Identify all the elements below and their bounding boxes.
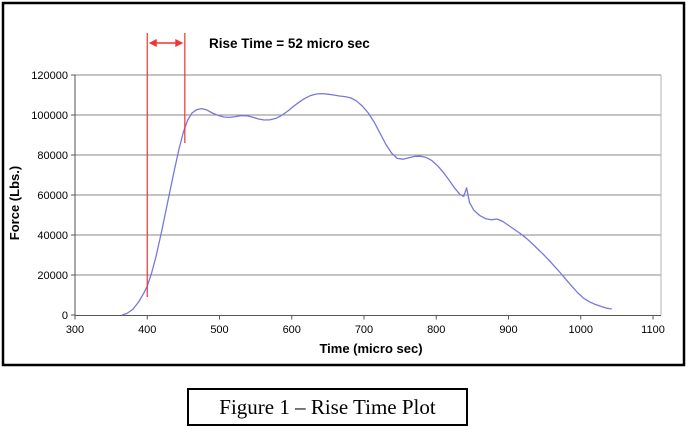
force-curve-line	[121, 92, 612, 316]
rise-arrow-right-head	[175, 39, 184, 47]
x-axis-title: Time (micro sec)	[319, 341, 422, 356]
rise-time-annotation: Rise Time = 52 micro sec	[209, 36, 370, 51]
x-tick-label: 300	[66, 324, 84, 336]
y-axis-title: Force (Lbs.)	[7, 166, 22, 240]
y-tick-label: 40000	[37, 230, 68, 242]
rise-time-chart: 300 400 500 600 700 800 900 1000 1100 0 20000 40000…	[1, 1, 686, 367]
x-tick-label: 500	[210, 324, 228, 336]
x-tick-label: 700	[355, 324, 373, 336]
gridlines	[75, 74, 662, 316]
x-tick-label: 400	[138, 324, 156, 336]
rise-time-markers	[146, 33, 186, 297]
y-tick-label: 20000	[37, 270, 68, 282]
chart-frame	[1, 1, 686, 367]
tick-labels: 300 400 500 600 700 800 900 1000 1100 0 20000 40000…	[31, 70, 665, 336]
tick-marks	[71, 74, 654, 320]
y-tick-label: 100000	[31, 110, 68, 122]
force-curve	[121, 92, 612, 316]
y-tick-label: 120000	[31, 70, 68, 82]
x-tick-label: 800	[427, 324, 445, 336]
x-tick-label: 900	[499, 324, 517, 336]
y-tick-label: 0	[62, 310, 68, 322]
x-tick-label: 1100	[641, 324, 665, 336]
figure-caption-box: Figure 1 – Rise Time Plot	[187, 388, 468, 426]
rise-arrow-left-head	[148, 39, 157, 47]
y-tick-label: 60000	[37, 190, 68, 202]
y-tick-label: 80000	[37, 150, 68, 162]
figure-caption: Figure 1 – Rise Time Plot	[219, 394, 436, 419]
x-tick-label: 600	[283, 324, 301, 336]
x-tick-label: 1000	[569, 324, 593, 336]
